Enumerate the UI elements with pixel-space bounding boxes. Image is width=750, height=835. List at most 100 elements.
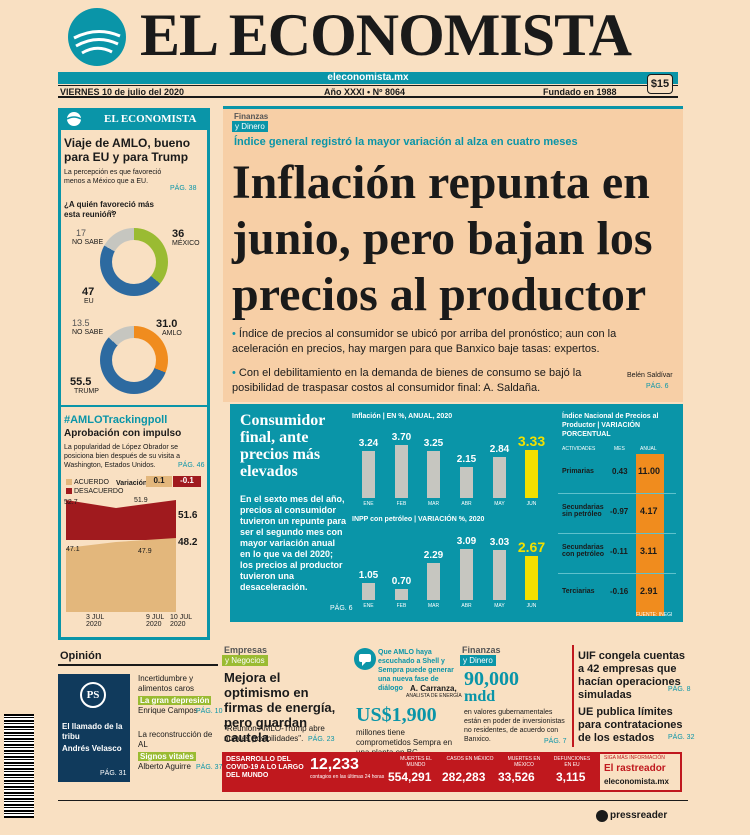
variation-label: Variación: — [116, 480, 150, 487]
chart-box-page: PÁG. 6 — [330, 605, 353, 612]
main-bullet-1: • Índice de precios al consumidor se ubi… — [232, 328, 617, 355]
opinion-item-1[interactable]: Incertidumbre y alimentos caros — [138, 674, 195, 693]
finanzas-section-tag: y Dinero — [460, 655, 496, 666]
donut-chart-reunion — [100, 228, 168, 296]
chart-bar-label: 2.29 — [423, 550, 444, 561]
chart-tick-label: FEB — [396, 501, 407, 507]
legend-acuerdo-swatch — [66, 479, 72, 485]
empresas-headline[interactable]: Mejora el optimismo en firmas de energía… — [224, 670, 336, 745]
tracker-promo-kicker: SIGA MÁS INFORMACIÓN — [604, 755, 665, 761]
donut1-mexico-label: MÉXICO — [172, 240, 200, 247]
main-byline-page: PÁG. 6 — [646, 383, 669, 390]
speech-bubble-icon — [354, 648, 376, 670]
columnist-title[interactable]: El llamado de la tribu — [62, 722, 123, 741]
main-kicker: Índice general registró la mayor variaci… — [234, 136, 578, 148]
table-row: Terciarias -0.16 2.91 — [562, 586, 658, 596]
ue-headline[interactable]: UE publica límites para contrataciones d… — [578, 706, 683, 744]
chart-tick-label: ABR — [461, 603, 472, 609]
chart-bar — [525, 556, 538, 600]
variation-acuerdo: 0.1 — [146, 476, 172, 487]
poll-hashtag[interactable]: #AMLOTrackingpoll — [64, 414, 168, 426]
tracker-promo-title: El rastreador — [604, 763, 666, 774]
uif-headline[interactable]: UIF congela cuentas a 42 empresas que ha… — [578, 650, 685, 701]
bullet-icon: • — [232, 328, 239, 340]
sidebar-story-page: PÁG. 38 — [170, 185, 197, 192]
issue-number: Año XXXI • Nº 8064 — [324, 87, 405, 97]
finanzas-figure: 90,000 — [464, 668, 519, 690]
covid-new-cases-text: contagios en las últimas 24 horas — [310, 774, 385, 780]
finanzas-figure-unit: mdd — [464, 688, 496, 705]
donut1-nosabe-label: NO SABE — [72, 239, 104, 246]
finanzas-section-label: Finanzas — [462, 645, 501, 655]
approval-val-end-low: 48.2 — [178, 537, 198, 548]
approval-val-start-high: 52.7 — [64, 499, 78, 506]
covid-label: DESARROLLO DEL COVID-19 A LO LARGO DEL M… — [226, 756, 304, 779]
opinion-item-3[interactable]: La reconstrucción de AL — [138, 730, 213, 749]
main-bullet-2: • Con el debilitamiento en la demanda de… — [232, 367, 582, 394]
opinion-item-4[interactable]: Signos vitales — [138, 752, 196, 761]
poll-page: PÁG. 46 — [178, 462, 205, 469]
covid-stat-3: 33,526 — [498, 770, 535, 784]
chart-tick-label: FEB — [396, 603, 407, 609]
masthead-title[interactable]: EL ECONOMISTA — [140, 2, 632, 68]
opinion-item-1-page: PÁG. 10 — [196, 708, 223, 715]
founded-text: Fundado en 1988 — [543, 87, 617, 97]
chart-bar-label: 2.15 — [456, 454, 477, 465]
chart-bar-label: 3.09 — [456, 536, 477, 547]
table-col-anual: ANUAL — [640, 446, 657, 452]
poll-title: Aprobación con impulso — [64, 428, 182, 439]
table-row: Secundarias con petróleo -0.11 3.11 — [558, 534, 676, 574]
dateline: VIERNES 10 de julio del 2020 Año XXXI • … — [58, 85, 678, 98]
chart-bar — [493, 550, 506, 600]
covid-stat-1: 554,291 — [388, 770, 432, 784]
brand-logo-globe — [68, 8, 126, 66]
donut1-nosabe-value: 17 — [76, 228, 87, 238]
chart-bar-label: 3.25 — [423, 438, 444, 449]
opinion-rule — [58, 664, 218, 666]
legend-desacuerdo: DESACUERDO — [74, 488, 124, 495]
donut2-amlo-label: AMLO — [162, 330, 182, 337]
main-section-label: Finanzas — [234, 112, 269, 121]
chart-bar-label: 3.03 — [489, 537, 510, 548]
sidebar-story-bullet: La percepción es que favoreció menos a M… — [64, 169, 162, 185]
chart-bar-label: 3.33 — [517, 433, 546, 449]
columnist-logo: PS — [80, 682, 106, 708]
approval-xlabel-1: 3 JUL 2020 — [86, 614, 105, 628]
issue-date: VIERNES 10 de julio del 2020 — [60, 87, 185, 97]
chart-tick-label: JUN — [526, 501, 537, 507]
donut2-trump-label: TRUMP — [74, 388, 99, 395]
approval-area-chart — [66, 500, 176, 612]
approval-val-start-low: 47.1 — [66, 546, 80, 553]
tracker-promo[interactable] — [598, 752, 682, 792]
table-row: Secundarias sin petróleo -0.97 4.17 — [558, 494, 676, 534]
donut1-eu-label: EU — [84, 298, 94, 305]
chart-bar-label: 2.67 — [517, 539, 546, 555]
table-title: Índice Nacional de Precios al Productor … — [562, 413, 659, 438]
ue-page: PÁG. 32 — [668, 734, 695, 741]
legend-acuerdo: ACUERDO — [74, 479, 110, 486]
inflation-chart-title: Inflación | EN %, ANUAL, 2020 — [352, 413, 453, 420]
inflation-chart-box — [230, 404, 683, 622]
chart-bar-label: 3.24 — [358, 438, 379, 449]
approval-xlabel-2: 9 JUL 2020 — [146, 614, 165, 628]
inpp-bar-chart: 1.05 ENE 0.70 FEB 2.29 MAR 3.09 ABR 3.03 MAY 2.67 J… — [352, 528, 548, 612]
opinion-item-2[interactable]: La gran depresión — [138, 696, 212, 705]
chart-bar — [395, 445, 408, 498]
empresas-bullet: "Reunión AMLO-Trump abre nuevas posibili… — [224, 724, 325, 743]
opinion-item-3-page: PÁG. 37 — [196, 764, 223, 771]
finanzas-page: PÁG. 7 — [544, 738, 567, 745]
inpp-chart-title: INPP con petróleo | VARIACIÓN %, 2020 — [352, 516, 485, 523]
main-section-tag: y Dinero — [232, 121, 268, 132]
chart-bar — [427, 563, 440, 600]
quote-author-role: ANALISTA DE ENERGÍA — [406, 693, 462, 699]
covid-stat-2-label: CASOS EN MÉXICO — [446, 756, 494, 762]
main-headline[interactable]: Inflación repunta en junio, pero bajan l… — [232, 156, 653, 321]
opinion-item-3-author: Alberto Aguirre — [138, 762, 191, 771]
sidebar-story-title[interactable]: Viaje de AMLO, bueno para EU y para Trum… — [64, 136, 191, 164]
pressreader-brand[interactable]: pressreader — [610, 810, 668, 821]
main-story-topline — [223, 106, 683, 109]
website-url[interactable]: eleconomista.mx — [58, 72, 678, 84]
pressreader-icon — [596, 810, 608, 822]
price-badge: $15 — [647, 74, 673, 94]
chart-tick-label: MAY — [494, 501, 505, 507]
